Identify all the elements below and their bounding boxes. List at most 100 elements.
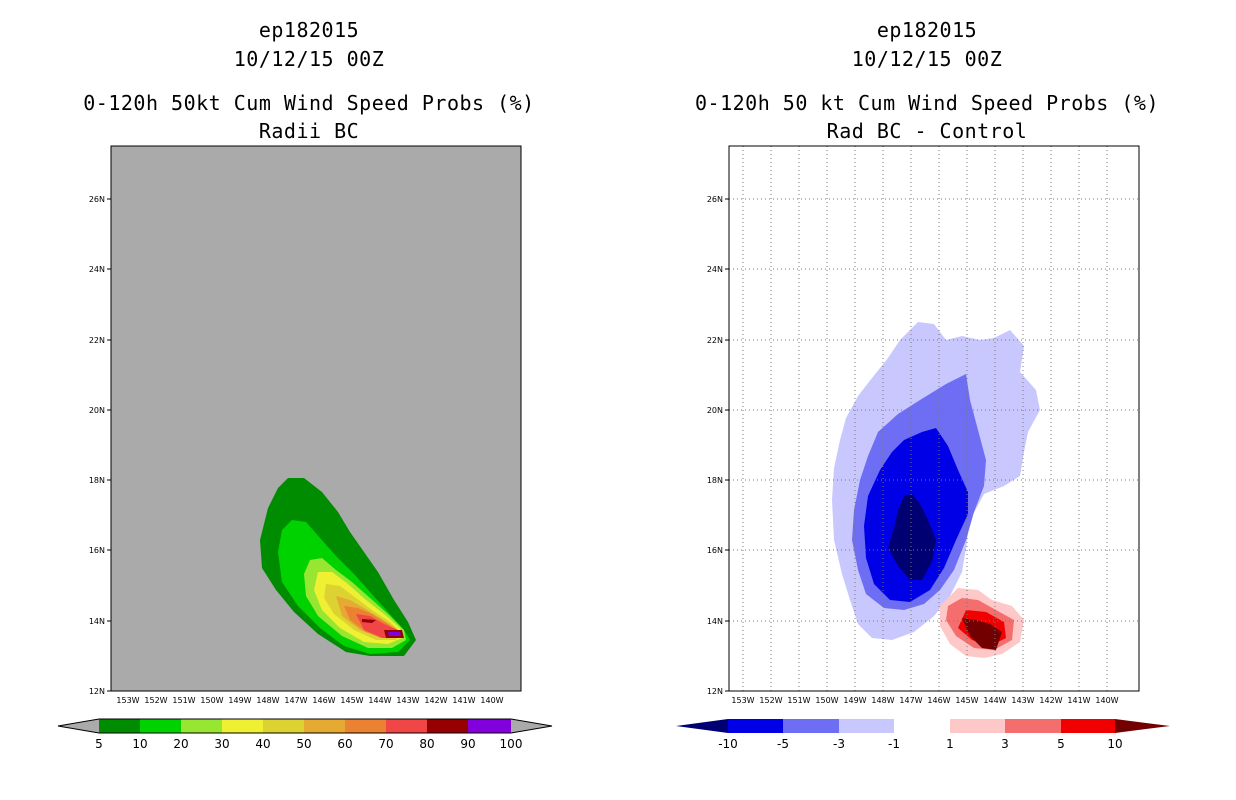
right-contour-neg10 [888, 494, 936, 580]
right-lon-label: 150W [815, 696, 838, 705]
right-colorbar-bin [894, 719, 950, 733]
left-map-panel: 26N 24N 22N 20N 18N 16N 14N 12N 153W 152… [89, 145, 522, 705]
left-date: 10/12/15 00Z [233, 47, 385, 71]
left-colorbar-bin [99, 719, 140, 733]
right-lon-label: 153W [731, 696, 754, 705]
left-lat-label: 14N [89, 617, 105, 626]
left-lat-label: 22N [89, 336, 105, 345]
left-colorbar-label: 10 [132, 737, 147, 751]
right-lon-label: 143W [1011, 696, 1034, 705]
left-colorbar-bin [181, 719, 222, 733]
right-lon-label: 140W [1095, 696, 1118, 705]
left-colorbar-label: 40 [255, 737, 270, 751]
left-colorbar-label: 50 [296, 737, 311, 751]
left-colorbar-label: 80 [419, 737, 434, 751]
left-lat-label: 16N [89, 546, 105, 555]
right-contour-pos10 [962, 618, 1002, 650]
right-colorbar-label: -3 [833, 737, 845, 751]
right-lat-label: 14N [707, 617, 723, 626]
left-map-frame [110, 145, 522, 692]
left-lon-label: 147W [284, 696, 307, 705]
right-colorbar-label: -1 [888, 737, 900, 751]
right-colorbar-above [1115, 719, 1170, 733]
left-colorbar-label: 30 [214, 737, 229, 751]
left-colorbar-label: 90 [460, 737, 475, 751]
right-product-title: 0-120h 50 kt Cum Wind Speed Probs (%) [694, 91, 1160, 115]
left-lon-label: 142W [424, 696, 447, 705]
left-lon-label: 151W [172, 696, 195, 705]
left-colorbar-bin [263, 719, 304, 733]
right-colorbar-bin [728, 719, 783, 733]
right-lon-label: 147W [899, 696, 922, 705]
right-lat-label: 18N [707, 476, 723, 485]
right-subtitle: Rad BC - Control [826, 119, 1028, 143]
left-colorbar: 5 10 20 30 40 50 60 70 80 90 100 [57, 718, 553, 751]
left-contour-80 [362, 619, 376, 623]
right-colorbar-label: 3 [1001, 737, 1009, 751]
right-colorbar-bin [839, 719, 894, 733]
right-lat-label: 24N [707, 265, 723, 274]
left-colorbar-above [511, 719, 552, 733]
right-colorbar-bin [1061, 719, 1115, 733]
right-map-frame [728, 145, 1140, 692]
left-lat-label: 26N [89, 195, 105, 204]
right-lat-ticks: 26N 24N 22N 20N 18N 16N 14N 12N [707, 195, 729, 696]
right-lon-label: 146W [927, 696, 950, 705]
right-storm-id: ep182015 [876, 18, 978, 42]
right-colorbar: -10 -5 -3 -1 1 3 5 10 [676, 719, 1170, 751]
left-colorbar-bin [345, 719, 386, 733]
left-lon-label: 148W [256, 696, 279, 705]
right-colorbar-bin [783, 719, 839, 733]
right-grid-lines [729, 146, 1139, 691]
left-contour-100 [388, 632, 401, 636]
left-colorbar-bin [140, 719, 181, 733]
left-colorbar-below [58, 719, 99, 733]
right-lon-label: 141W [1067, 696, 1090, 705]
left-colorbar-bin [304, 719, 345, 733]
left-lon-ticks: 153W 152W 151W 150W 149W 148W 147W 146W … [116, 696, 503, 705]
left-colorbar-bin [427, 719, 468, 733]
left-colorbar-bin [222, 719, 263, 733]
right-difference-contours [832, 322, 1040, 658]
left-colorbar-label: 100 [500, 737, 523, 751]
left-lon-label: 152W [144, 696, 167, 705]
right-lon-ticks: 153W 152W 151W 150W 149W 148W 147W 146W … [731, 696, 1118, 705]
left-lon-label: 150W [200, 696, 223, 705]
left-lat-label: 18N [89, 476, 105, 485]
left-colorbar-bin [468, 719, 511, 733]
right-lon-label: 145W [955, 696, 978, 705]
right-lat-label: 26N [707, 195, 723, 204]
left-product-title: 0-120h 50kt Cum Wind Speed Probs (%) [83, 91, 535, 115]
left-storm-id: ep182015 [258, 18, 360, 42]
left-lon-label: 144W [368, 696, 391, 705]
right-colorbar-bin [1005, 719, 1061, 733]
right-colorbar-label: 10 [1107, 737, 1122, 751]
left-colorbar-label: 20 [173, 737, 188, 751]
right-colorbar-label: -10 [718, 737, 738, 751]
left-subtitle: Radii BC [258, 119, 360, 143]
left-lat-ticks: 26N 24N 22N 20N 18N 16N 14N 12N [89, 195, 111, 696]
right-lon-label: 142W [1039, 696, 1062, 705]
left-probability-contours [260, 478, 416, 656]
right-lon-label: 148W [871, 696, 894, 705]
right-lon-label: 151W [787, 696, 810, 705]
right-lon-label: 152W [759, 696, 782, 705]
left-colorbar-label: 60 [337, 737, 352, 751]
right-map-panel: 26N 24N 22N 20N 18N 16N 14N 12N 153W 152… [707, 145, 1140, 705]
right-lat-label: 22N [707, 336, 723, 345]
left-lat-label: 24N [89, 265, 105, 274]
left-colorbar-bin [386, 719, 427, 733]
left-lon-label: 145W [340, 696, 363, 705]
right-colorbar-label: 1 [946, 737, 954, 751]
right-colorbar-bin [950, 719, 1005, 733]
left-lon-label: 146W [312, 696, 335, 705]
left-lat-label: 20N [89, 406, 105, 415]
right-lat-label: 16N [707, 546, 723, 555]
right-lon-label: 144W [983, 696, 1006, 705]
left-lon-label: 143W [396, 696, 419, 705]
right-colorbar-label: -5 [777, 737, 789, 751]
left-lon-label: 141W [452, 696, 475, 705]
left-colorbar-label: 70 [378, 737, 393, 751]
right-lat-label: 12N [707, 687, 723, 696]
